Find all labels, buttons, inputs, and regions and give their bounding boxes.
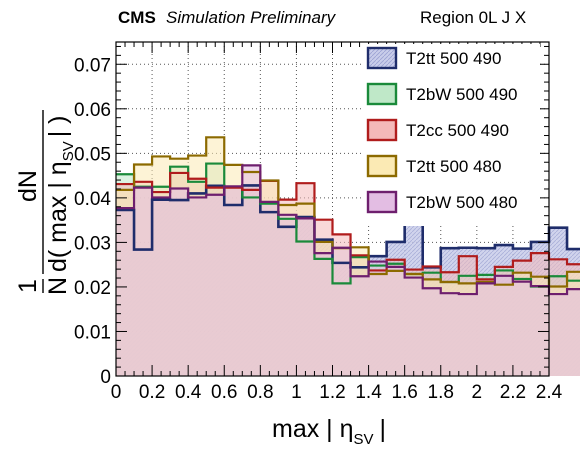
x-tick-label: 0.6 — [211, 382, 237, 403]
legend-swatch — [366, 118, 398, 142]
legend: T2tt 500 490 T2bW 500 490 T2cc 500 490 T2tt… — [362, 44, 540, 226]
x-tick-label: 0.4 — [175, 382, 202, 403]
legend-label: T2bW 500 480 — [406, 193, 518, 212]
legend-label: T2cc 500 490 — [406, 121, 509, 140]
y-axis-frac-den: N — [44, 277, 72, 295]
x-tick-label: 1 — [291, 382, 302, 403]
y-tick-label: 0.02 — [74, 278, 111, 299]
y-axis-title: 1 N dN d( max | ηSV | ) — [14, 110, 77, 295]
region-label: Region 0L J X — [420, 8, 526, 27]
y-axis-d-den: d( max | ηSV | ) — [44, 116, 77, 272]
histogram-series — [116, 136, 580, 376]
x-tick-label: 0.2 — [139, 382, 165, 403]
x-tick-label: 1.4 — [355, 382, 382, 403]
y-axis-d-den-end: | ) — [44, 116, 72, 138]
plot-subtitle: Simulation Preliminary — [166, 8, 337, 27]
y-axis-d-den-main: d( max | η — [44, 161, 72, 272]
series-fill-t2bw-500-480 — [116, 165, 580, 376]
legend-swatch — [366, 82, 398, 106]
y-axis-d-den-sub: SV — [60, 141, 77, 161]
series-line-t2bw-500-480 — [116, 164, 580, 296]
x-axis-title-end: | — [380, 415, 387, 443]
legend-swatch — [366, 154, 398, 178]
x-axis-title: max | ηSV | — [272, 415, 386, 448]
y-tick-label: 0.07 — [74, 55, 111, 76]
x-tick-label: 1.2 — [319, 382, 345, 403]
y-tick-label: 0.06 — [74, 100, 111, 121]
y-tick-label: 0 — [100, 367, 111, 388]
legend-label: T2tt 500 480 — [406, 157, 501, 176]
axis-ticks: 0 0.2 0.4 0.6 0.8 1 1.2 1.4 1.6 1.8 2 2.2 2.4 0 0.01 0.… — [74, 42, 563, 403]
x-tick-label: 0 — [111, 382, 122, 403]
x-axis-title-main: max | η — [272, 415, 354, 443]
x-tick-label: 2 — [472, 382, 483, 403]
y-tick-label: 0.03 — [74, 233, 111, 254]
legend-swatch — [366, 46, 398, 70]
x-tick-label: 1.6 — [391, 382, 417, 403]
experiment-label: CMS — [118, 8, 156, 27]
x-axis-title-sub: SV — [354, 431, 374, 448]
y-axis-d-num: dN — [14, 170, 42, 202]
x-tick-label: 2.4 — [536, 382, 563, 403]
y-axis-frac-num: 1 — [14, 279, 42, 293]
x-tick-label: 0.8 — [247, 382, 273, 403]
y-tick-label: 0.04 — [74, 189, 111, 210]
y-tick-label: 0.05 — [74, 144, 111, 165]
legend-label: T2tt 500 490 — [406, 49, 501, 68]
x-tick-label: 2.2 — [500, 382, 526, 403]
y-tick-label: 0.01 — [74, 322, 111, 343]
x-tick-label: 1.8 — [428, 382, 454, 403]
legend-swatch — [366, 190, 398, 214]
legend-label: T2bW 500 490 — [406, 85, 518, 104]
